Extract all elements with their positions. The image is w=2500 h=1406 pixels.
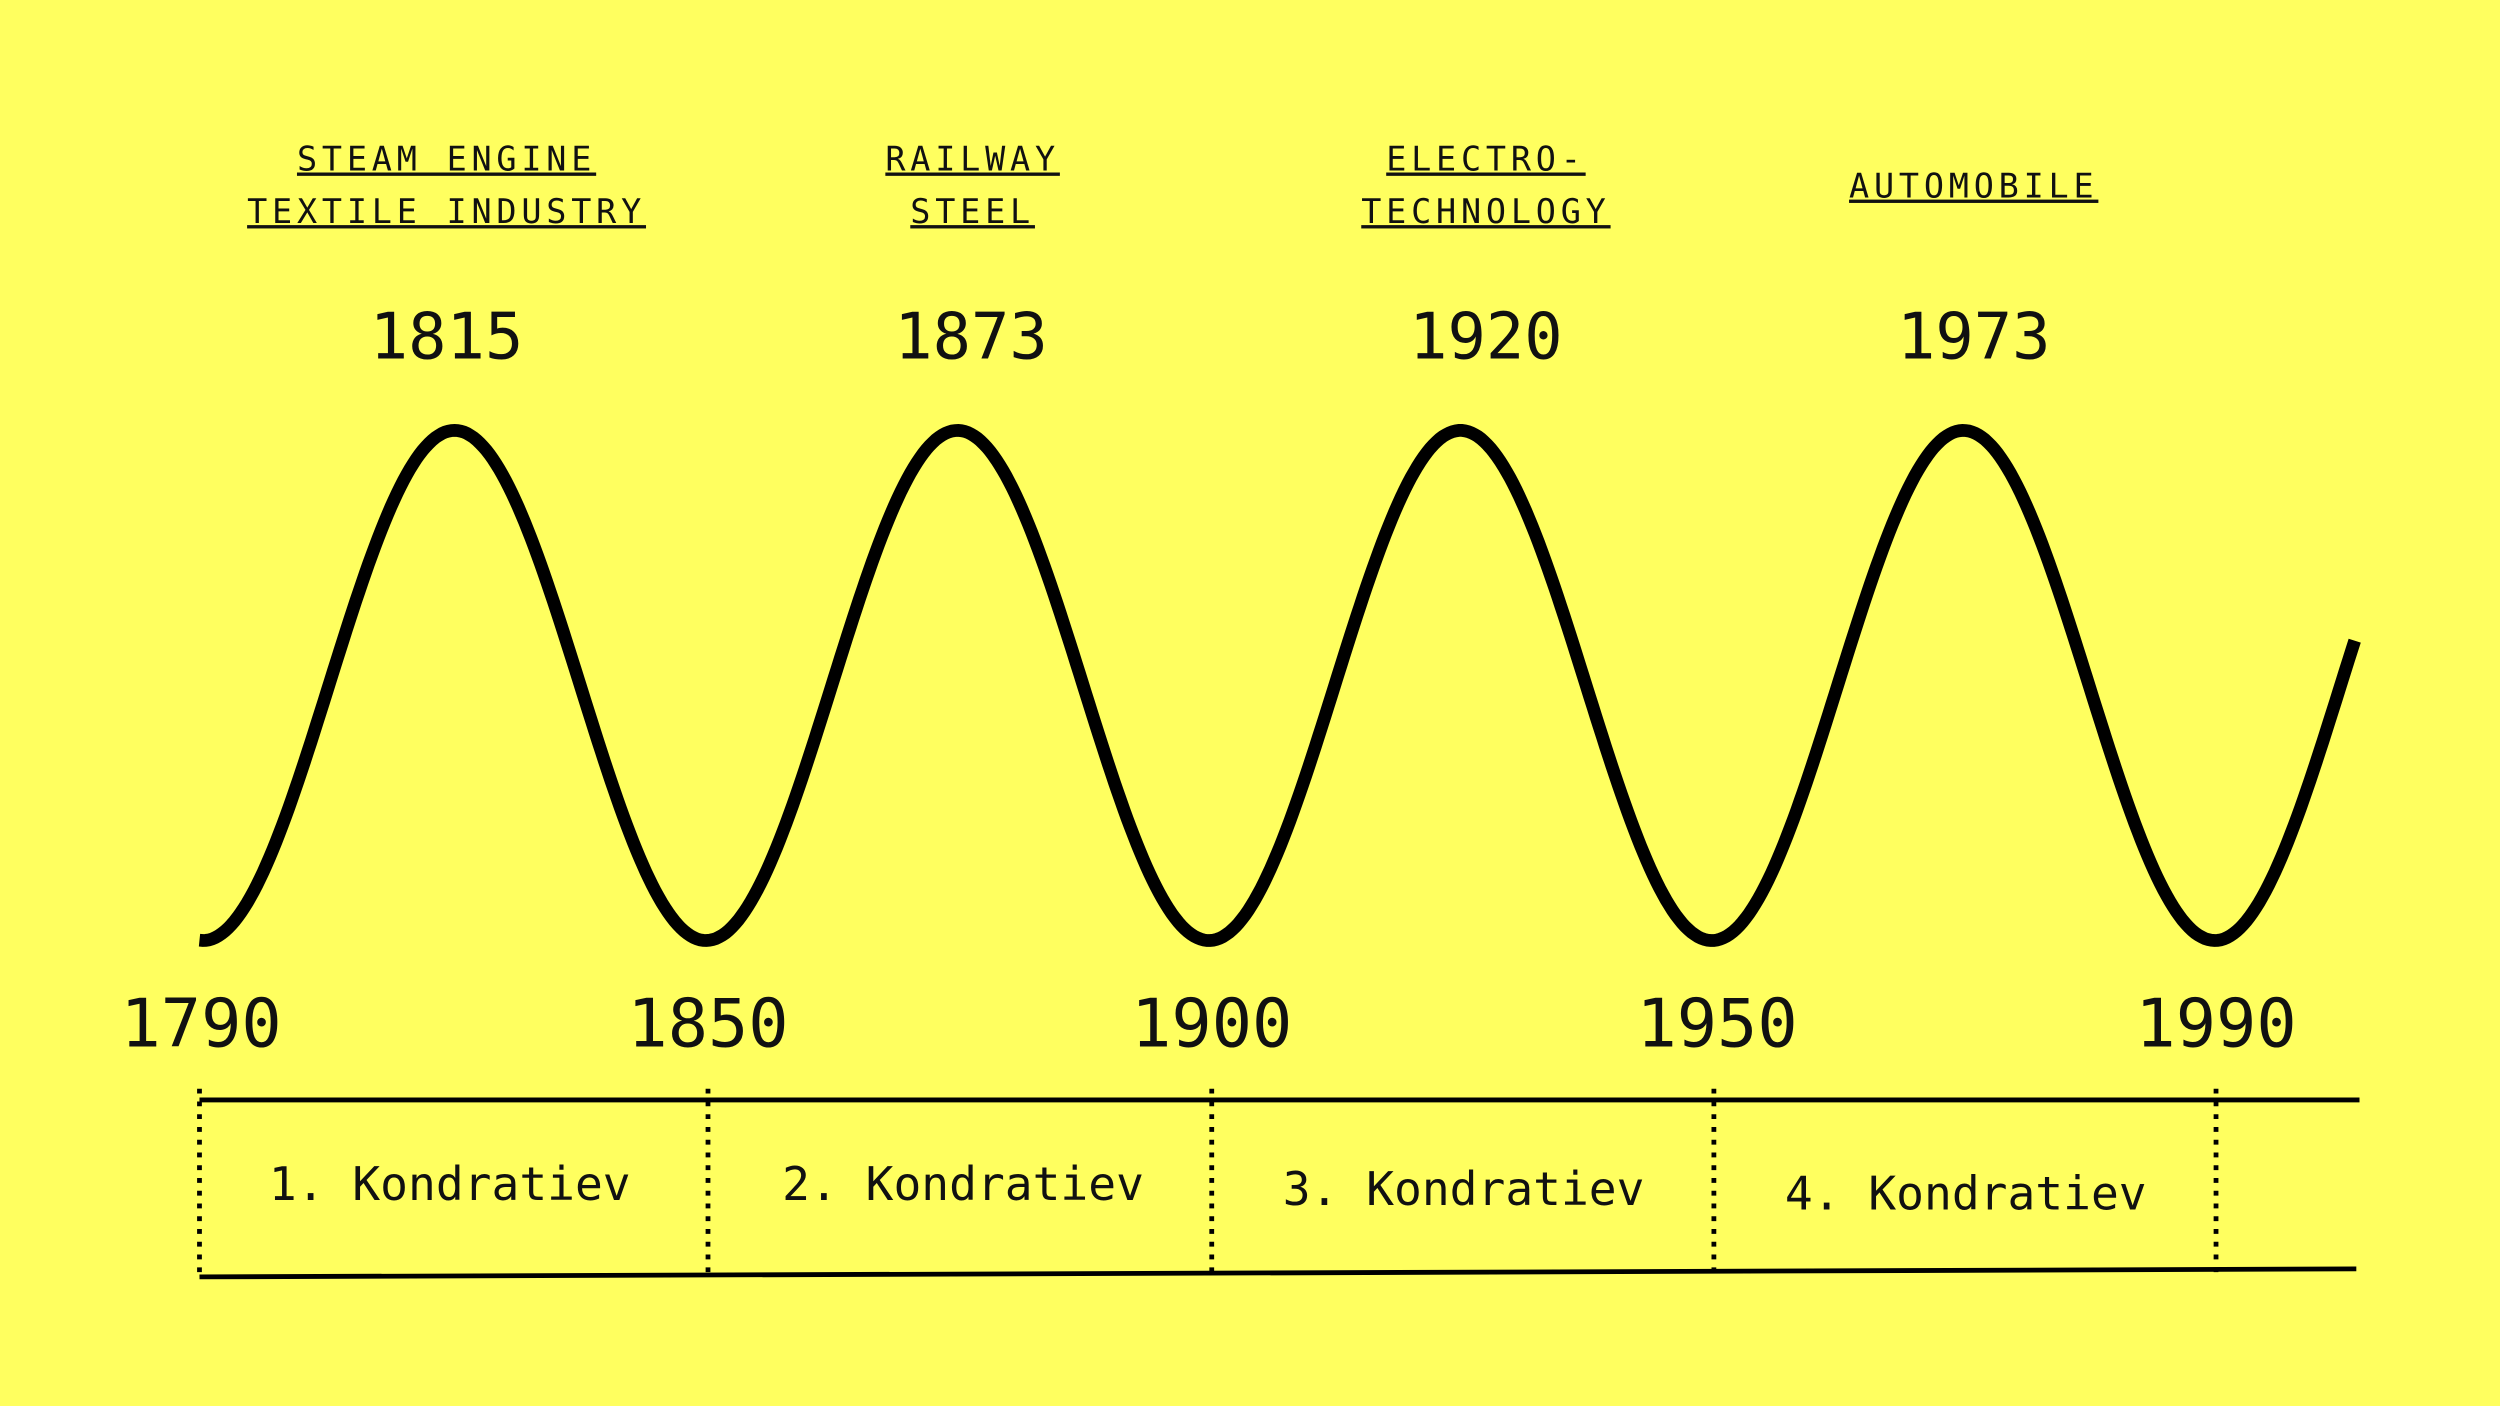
table-bottom-line [199,1266,2357,1280]
topic-label: STEAM ENGINE [297,140,596,179]
period-label: 4. Kondratiev [1785,1167,2147,1221]
period-label: 3. Kondratiev [1283,1162,1645,1216]
boundary-year: 1850 [627,985,788,1063]
boundary-year: 1900 [1131,985,1292,1063]
peak-year: 1873 [894,301,1048,375]
boundary-year: 1990 [2135,985,2296,1063]
boundary-year: 1950 [1636,985,1797,1063]
peak-year: 1973 [1897,301,2051,375]
topic-label: AUTOMOBILE [1849,167,2098,206]
topic-label: STEEL [910,192,1035,231]
peak-year: 1920 [1409,301,1563,375]
boundary-year: 1790 [120,985,281,1063]
peak-year: 1815 [370,301,524,375]
topic-label: TECHNOLOGY [1361,192,1610,231]
topic-label: ELECTRO- [1386,140,1585,179]
topic-label: RAILWAY [885,140,1060,179]
period-label: 2. Kondratiev [782,1157,1144,1211]
period-label: 1. Kondratiev [269,1157,631,1211]
wave-curve [198,424,2361,947]
topic-label: TEXTILE INDUSTRY [247,192,646,231]
